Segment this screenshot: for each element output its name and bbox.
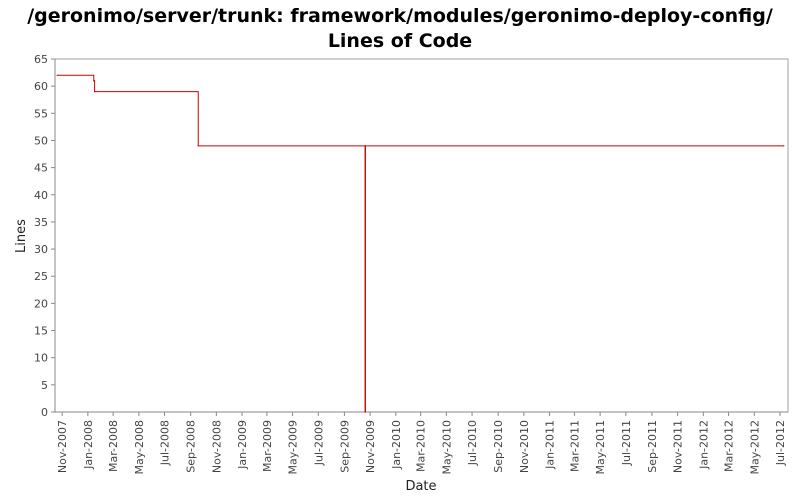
y-tick-label: 55 xyxy=(34,107,48,120)
data-point xyxy=(364,145,367,147)
data-point xyxy=(197,145,199,147)
x-tick-label: Nov-2011 xyxy=(672,420,685,473)
x-axis-ticks: Nov-2007 Jan-2008 Mar-2008 May-2008 Jul-2008… xyxy=(56,412,787,475)
x-tick-label: May-2008 xyxy=(133,420,146,475)
x-tick-label: Sep-2010 xyxy=(492,420,505,473)
data-point xyxy=(364,411,366,413)
y-tick-label: 10 xyxy=(34,352,48,365)
x-tick-label: Nov-2007 xyxy=(56,420,69,473)
chart-title: /geronimo/server/trunk: framework/module… xyxy=(0,4,800,54)
chart-title-line1: /geronimo/server/trunk: framework/module… xyxy=(27,5,773,27)
x-tick-label: Mar-2011 xyxy=(568,420,581,472)
x-tick-label: Nov-2008 xyxy=(210,420,223,473)
y-tick-label: 15 xyxy=(34,325,48,338)
x-tick-label: Mar-2010 xyxy=(415,420,428,472)
y-axis-title: Lines xyxy=(14,219,29,253)
data-point xyxy=(93,80,95,82)
x-tick-label: Nov-2009 xyxy=(364,420,377,473)
y-tick-label: 20 xyxy=(34,297,48,310)
x-tick-label: Jul-2010 xyxy=(466,420,479,466)
x-tick-label: Sep-2008 xyxy=(185,420,198,473)
y-tick-label: 0 xyxy=(41,406,48,419)
y-tick-label: 5 xyxy=(41,379,48,392)
x-tick-label: May-2009 xyxy=(287,420,300,475)
x-tick-label: Jul-2012 xyxy=(774,420,787,466)
x-tick-label: Sep-2009 xyxy=(338,420,351,473)
x-tick-label: May-2010 xyxy=(440,420,453,475)
y-tick-label: 45 xyxy=(34,162,48,175)
x-tick-label: Mar-2012 xyxy=(723,420,736,472)
data-point xyxy=(93,90,96,93)
x-tick-label: May-2011 xyxy=(594,420,607,475)
x-tick-label: Jan-2008 xyxy=(82,420,95,470)
x-tick-label: Jan-2012 xyxy=(697,420,710,470)
data-point xyxy=(783,145,785,147)
y-axis-ticks: 0 5 10 15 20 25 30 35 40 45 50 55 60 65 xyxy=(34,53,55,419)
x-tick-label: Jan-2010 xyxy=(390,420,403,470)
x-tick-label: May-2012 xyxy=(748,420,761,475)
x-tick-label: Sep-2011 xyxy=(646,420,659,473)
series-layer xyxy=(56,74,785,413)
x-tick-label: Jul-2011 xyxy=(620,420,633,466)
y-tick-label: 25 xyxy=(34,270,48,283)
y-tick-label: 30 xyxy=(34,243,48,256)
y-tick-label: 35 xyxy=(34,216,48,229)
y-tick-label: 50 xyxy=(34,134,48,147)
x-tick-label: Nov-2010 xyxy=(518,420,531,473)
plot-area xyxy=(54,58,789,413)
chart-subtitle: Lines of Code xyxy=(327,30,473,52)
y-tick-label: 40 xyxy=(34,189,48,202)
x-tick-label: Jan-2009 xyxy=(236,420,249,470)
x-tick-label: Mar-2008 xyxy=(107,420,120,472)
x-tick-label: Mar-2009 xyxy=(261,420,274,472)
x-axis-title: Date xyxy=(405,479,436,494)
x-tick-label: Jul-2009 xyxy=(312,420,325,466)
y-tick-label: 65 xyxy=(34,53,48,66)
x-tick-label: Jan-2011 xyxy=(544,420,557,470)
data-point xyxy=(56,74,58,76)
y-tick-label: 60 xyxy=(34,80,48,93)
x-tick-label: Jul-2008 xyxy=(159,420,172,466)
series-line xyxy=(57,74,784,413)
